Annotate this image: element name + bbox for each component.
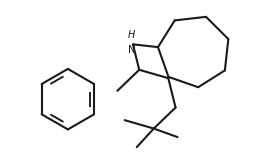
Text: H: H [128, 30, 136, 40]
Text: N: N [128, 45, 136, 55]
